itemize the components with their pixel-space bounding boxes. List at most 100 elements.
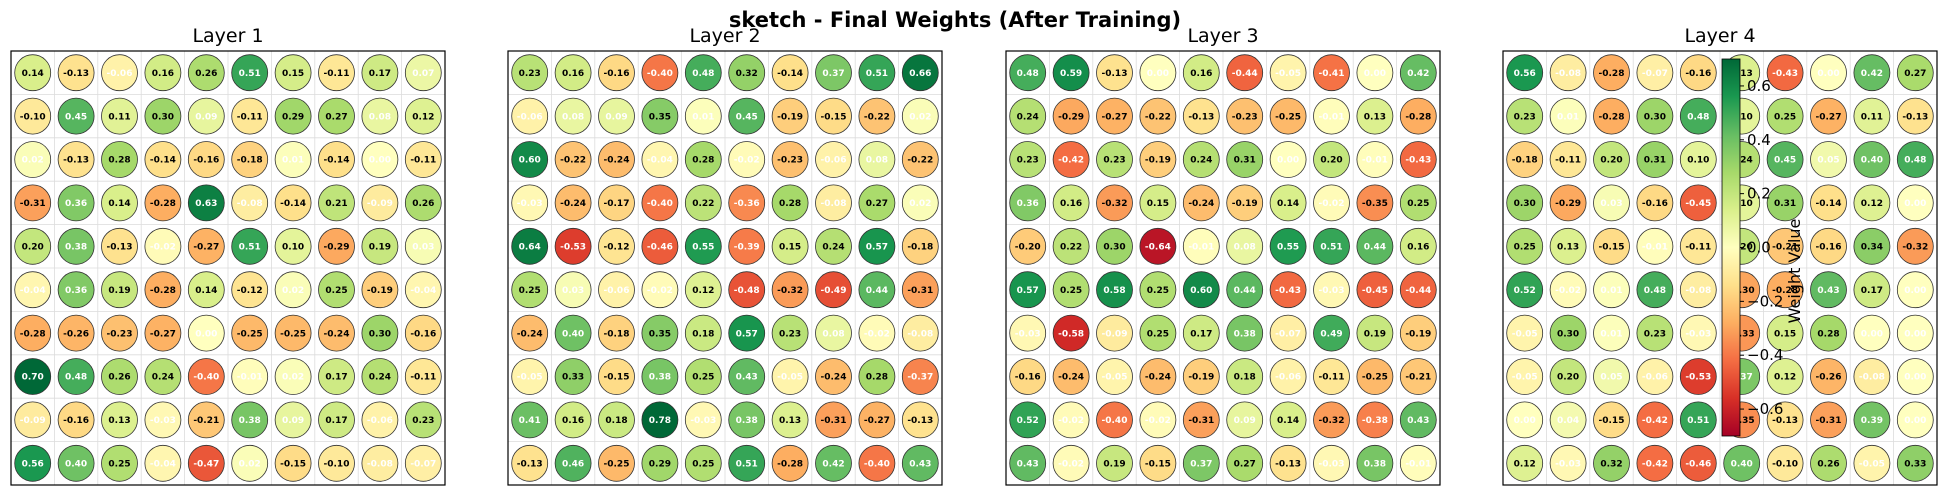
weight-label: 0.40 [65, 460, 87, 470]
weight-label: -0.27 [150, 329, 176, 339]
weight-cell [858, 314, 896, 352]
weight-label: 0.45 [65, 112, 87, 122]
weight-cell [1269, 314, 1307, 352]
weight-label: 0.28 [692, 156, 714, 166]
weight-cell [901, 227, 939, 265]
weight-cell [641, 54, 679, 92]
weight-cell [901, 444, 939, 482]
weight-label: -0.06 [1642, 373, 1668, 383]
weight-label: -0.13 [63, 69, 89, 79]
weight-label: 0.01 [692, 112, 714, 122]
weight-label: 0.30 [1103, 243, 1125, 253]
weight-label: 0.42 [822, 460, 844, 470]
weight-label: -0.29 [1058, 112, 1084, 122]
weight-cell [318, 358, 355, 395]
weight-cell [1896, 97, 1934, 135]
weight-cell [641, 314, 679, 352]
weight-cell [1593, 227, 1630, 265]
weight-label: -0.04 [647, 156, 673, 166]
weight-cell [404, 314, 442, 352]
weight-label: 0.30 [369, 329, 391, 339]
weight-cell [231, 184, 269, 222]
weight-label: 0.02 [909, 199, 931, 209]
weight-label: 0.14 [108, 199, 130, 209]
weight-cell [554, 141, 592, 178]
weight-cell [511, 401, 549, 439]
weight-label: 0.58 [1103, 286, 1125, 296]
weight-cell [1182, 184, 1220, 222]
weight-cell [1009, 141, 1047, 178]
weight-label: -0.01 [1362, 156, 1388, 166]
weight-cell [554, 97, 592, 135]
weight-cell [101, 227, 138, 265]
weight-label: 0.12 [692, 286, 714, 296]
weight-cell [1896, 314, 1934, 352]
weight-label: 0.27 [325, 112, 347, 122]
weight-cell [1399, 314, 1437, 352]
weight-cell [1182, 444, 1220, 482]
weight-label: -0.07 [1642, 69, 1668, 79]
weight-label: -0.03 [1555, 460, 1581, 470]
weight-label: 0.04 [1557, 416, 1579, 426]
weight-cell [144, 358, 182, 395]
weight-cell [1636, 54, 1674, 92]
weight-label: -0.48 [734, 286, 760, 296]
weight-label: -0.01 [1319, 112, 1345, 122]
weight-label: -0.08 [821, 199, 847, 209]
weight-cell [1226, 141, 1264, 178]
weight-cell [187, 54, 225, 92]
weight-cell [361, 401, 399, 439]
weight-label: 0.16 [562, 69, 584, 79]
weight-label: -0.12 [237, 286, 263, 296]
weight-cell [771, 271, 809, 309]
weight-cell [815, 227, 852, 265]
weight-cell [404, 97, 442, 135]
heatmap-panel: Layer 1 0.14 -0.13 -0.06 0.16 0.26 0.51 0.15 -0.… [10, 25, 446, 486]
weight-cell [231, 358, 269, 395]
weight-label: 0.23 [412, 416, 434, 426]
weight-cell [1506, 271, 1544, 309]
weight-label: 0.43 [909, 460, 931, 470]
weight-cell [1636, 141, 1674, 178]
colorbar-tick-label: −0.6 [1747, 400, 1783, 418]
weight-cell [318, 444, 355, 482]
weight-cell [641, 401, 679, 439]
weight-cell [1593, 184, 1630, 222]
weight-cell [1399, 97, 1437, 135]
weight-cell [815, 141, 852, 178]
weight-cell [554, 184, 592, 222]
weight-label: -0.28 [777, 460, 803, 470]
weight-cell [1356, 97, 1394, 135]
weight-label: -0.31 [821, 416, 847, 426]
weight-label: 0.11 [108, 112, 130, 122]
weight-label: -0.06 [604, 286, 630, 296]
weight-label: 0.30 [1557, 329, 1579, 339]
weight-label: 0.57 [1017, 286, 1039, 296]
weight-cell [1269, 141, 1307, 178]
weight-cell [57, 184, 95, 222]
weight-label: 0.21 [325, 199, 347, 209]
weight-cell [187, 271, 225, 309]
weight-cell [641, 227, 679, 265]
weight-label: -0.58 [1058, 329, 1084, 339]
weight-label: -0.09 [367, 199, 393, 209]
weight-label: 0.45 [1774, 156, 1796, 166]
weight-label: -0.05 [777, 373, 803, 383]
weight-cell [1593, 444, 1630, 482]
weight-label: -0.06 [821, 156, 847, 166]
weight-label: -0.19 [777, 112, 803, 122]
weight-cell [901, 271, 939, 309]
weight-label: 0.48 [1644, 286, 1666, 296]
weight-label: 0.28 [866, 373, 888, 383]
weight-label: -0.26 [1816, 373, 1842, 383]
weight-label: -0.24 [1145, 373, 1171, 383]
weight-cell [57, 141, 95, 178]
weight-cell [901, 141, 939, 178]
weight-label: 0.13 [779, 416, 801, 426]
weight-label: 0.19 [1364, 329, 1386, 339]
weight-cell [1139, 97, 1177, 135]
weight-label: 0.17 [325, 373, 347, 383]
weight-label: -0.24 [517, 329, 543, 339]
heatmap-panels: Layer 1 0.14 -0.13 -0.06 0.16 0.26 0.51 0.15 -0.… [10, 25, 1938, 486]
weight-label: 0.00 [195, 329, 217, 339]
